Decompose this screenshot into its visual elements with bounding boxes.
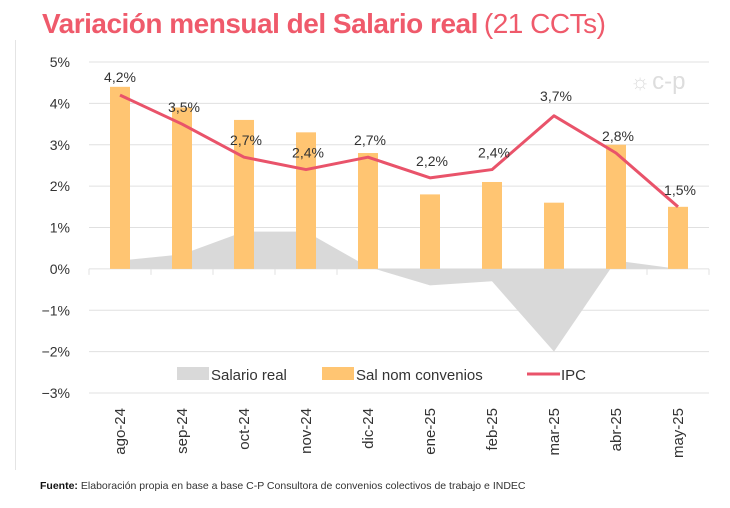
x-tick-label: may-25 xyxy=(670,408,687,458)
legend-swatch-salario-real xyxy=(177,367,209,380)
legend-label-ipc: IPC xyxy=(561,367,586,384)
chart-title: Variación mensual del Salario real (21 CC… xyxy=(42,8,606,40)
sal-nom-bar xyxy=(544,202,564,269)
sal-nom-bar xyxy=(668,206,688,269)
sal-nom-bar xyxy=(296,132,316,269)
ipc-data-label: 2,4% xyxy=(292,145,324,161)
sal-nom-bar xyxy=(482,181,502,269)
sal-nom-bar xyxy=(420,194,440,269)
ipc-data-label: 2,2% xyxy=(416,153,448,169)
sal-nom-bar xyxy=(110,86,130,269)
ipc-data-label: 2,4% xyxy=(478,145,510,161)
source-label: Fuente: xyxy=(40,480,78,492)
x-tick-label: nov-24 xyxy=(298,408,315,454)
x-tick-label: abr-25 xyxy=(608,408,625,451)
ipc-data-label: 3,7% xyxy=(540,88,572,104)
legend-swatch-sal-nom xyxy=(322,367,354,380)
y-tick-label: 3% xyxy=(50,137,70,153)
x-tick-label: mar-25 xyxy=(546,408,563,456)
title-main: Variación mensual del Salario real xyxy=(42,8,478,39)
logo: ☼c-p xyxy=(630,68,686,96)
ipc-data-label: 2,7% xyxy=(230,132,262,148)
sal-nom-bar xyxy=(606,144,626,269)
y-tick-label: 5% xyxy=(50,54,70,70)
y-tick-label: 0% xyxy=(50,261,70,277)
x-tick-label: ene-25 xyxy=(422,408,439,455)
title-sub: (21 CCTs) xyxy=(483,8,606,39)
logo-text: c-p xyxy=(652,68,686,95)
ipc-data-label: 2,8% xyxy=(602,128,634,144)
ipc-line xyxy=(119,93,679,208)
ipc-data-label: 4,2% xyxy=(104,69,136,85)
x-tick-label: sep-24 xyxy=(174,408,191,454)
y-tick-label: 2% xyxy=(50,178,70,194)
source-text: Elaboración propia en base a base C-P Co… xyxy=(80,480,526,492)
salario-real-area xyxy=(120,231,678,352)
x-tick-label: ago-24 xyxy=(112,408,129,455)
source-note: Fuente: Elaboración propia en base a base… xyxy=(40,480,526,492)
ipc-data-label: 3,5% xyxy=(168,99,200,115)
sal-nom-bar xyxy=(172,107,192,269)
sal-nom-bar xyxy=(358,153,378,269)
y-tick-label: 4% xyxy=(50,95,70,111)
x-tick-label: feb-25 xyxy=(484,408,501,451)
y-tick-label: 1% xyxy=(50,220,70,236)
x-tick-label: dic-24 xyxy=(360,408,377,449)
ipc-data-label: 1,5% xyxy=(664,182,696,198)
ipc-data-label: 2,7% xyxy=(354,132,386,148)
x-tick-label: oct-24 xyxy=(236,408,253,450)
left-rule xyxy=(15,40,16,470)
y-tick-label: −1% xyxy=(42,302,70,318)
y-tick-label: −2% xyxy=(42,344,70,360)
legend-label-sal-nom: Sal nom convenios xyxy=(356,367,483,384)
legend-label-salario-real: Salario real xyxy=(211,367,287,384)
y-tick-label: −3% xyxy=(42,385,70,401)
sun-icon: ☼ xyxy=(630,69,651,94)
